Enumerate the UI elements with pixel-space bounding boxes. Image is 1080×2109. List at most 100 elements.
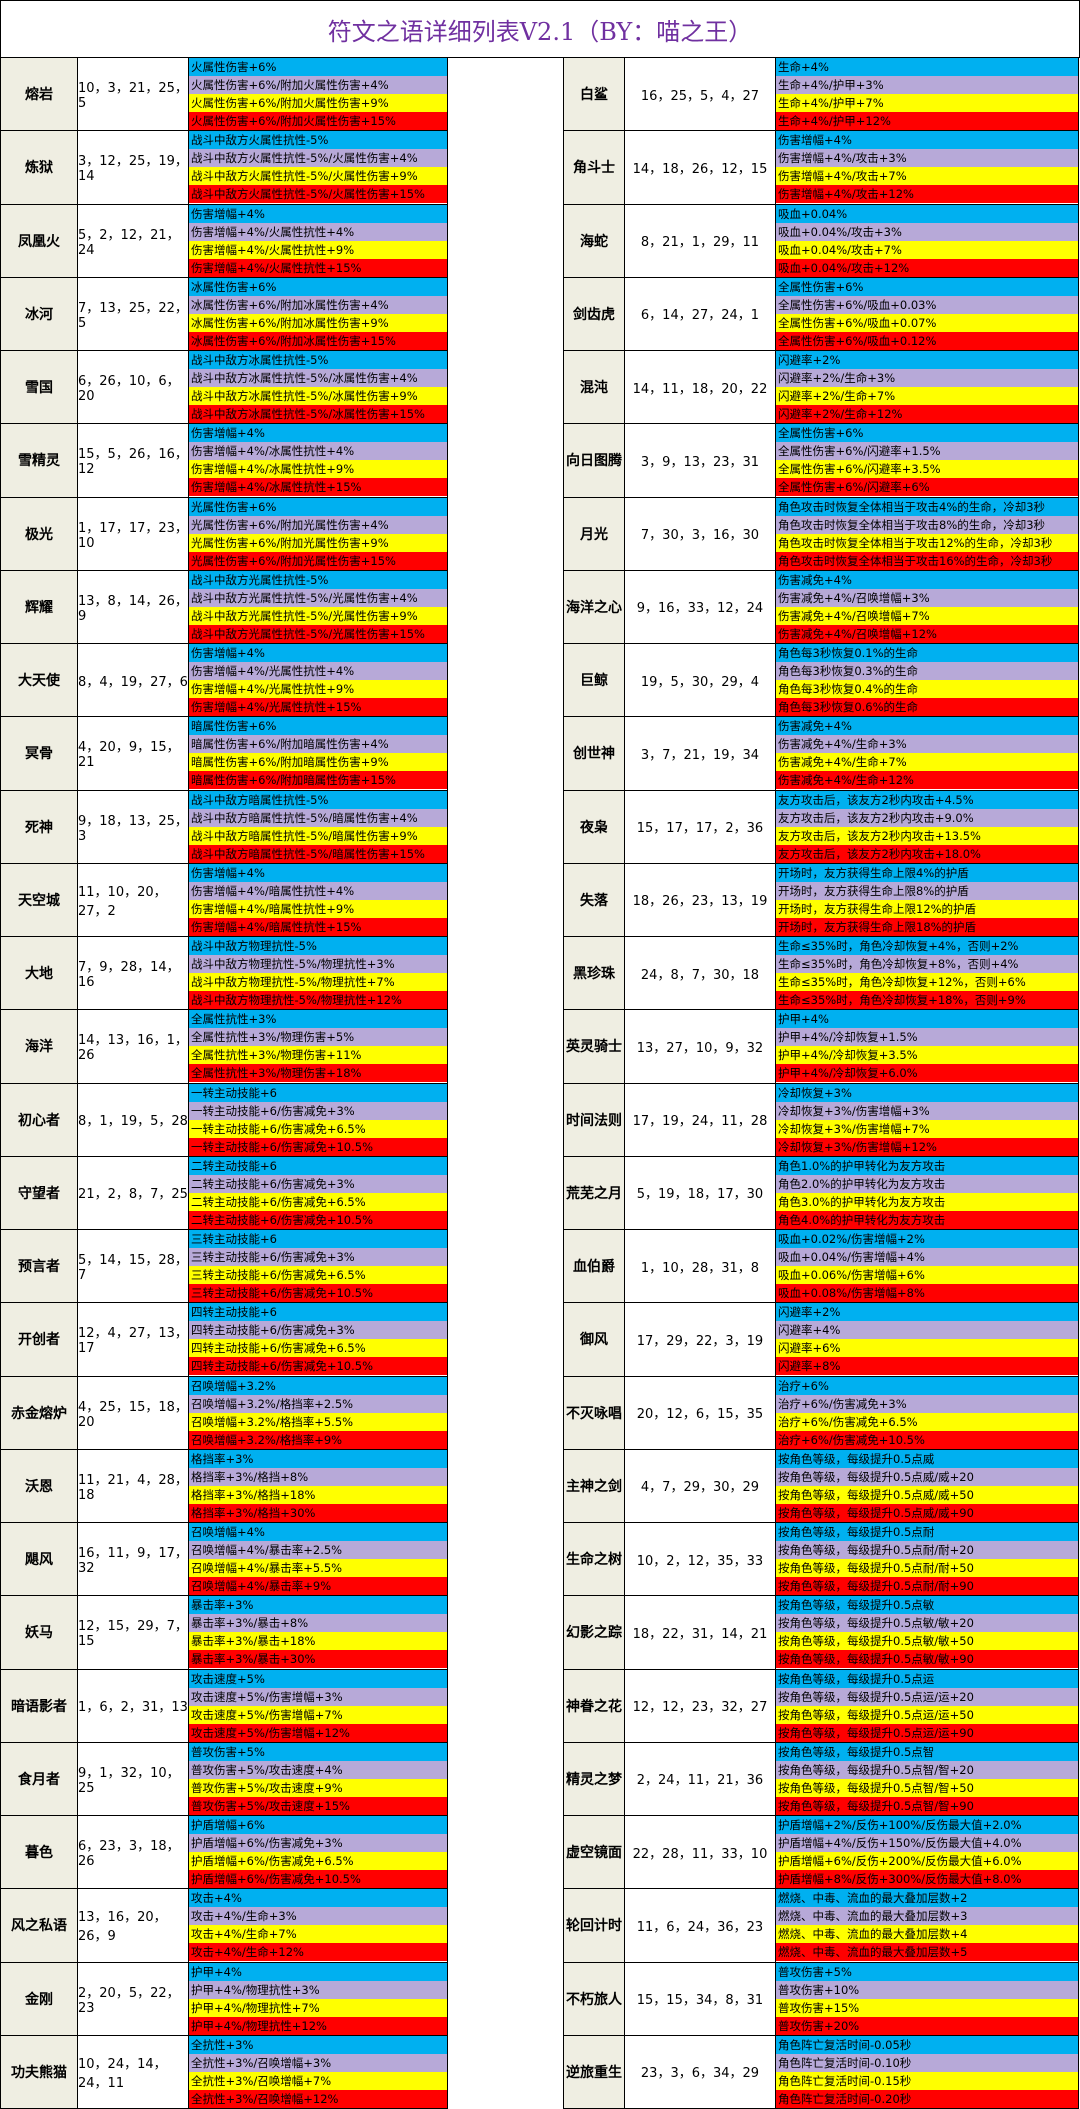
effect-line: 伤害增幅+4%/冰属性抗性+15% — [189, 478, 447, 497]
effect-line: 吸血+0.08%/伤害增幅+8% — [776, 1284, 1078, 1302]
rune-name: 海蛇 — [563, 203, 625, 278]
effect-line: 一转主动技能+6/伤害减免+10.5% — [189, 1137, 447, 1156]
effect-line: 冰属性伤害+6% — [189, 277, 447, 296]
rune-name: 熔岩 — [0, 57, 78, 132]
effect-line: 攻击+4%/生命+12% — [189, 1943, 447, 1962]
effect-line: 吸血+0.06%/伤害增幅+6% — [776, 1266, 1078, 1284]
effect-line: 暗属性伤害+6% — [189, 717, 447, 736]
rune-effects: 生命+4% 生命+4%/护甲+3% 生命+4%/护甲+7% 生命+4%/护甲+12% — [775, 57, 1079, 132]
rune-name: 炼狱 — [0, 130, 78, 205]
effect-line: 护甲+4%/物理抗性+3% — [189, 1980, 447, 1999]
effect-line: 角色每3秒恢复0.3%的生命 — [776, 662, 1078, 680]
effect-line: 吸血+0.02%/伤害增幅+2% — [776, 1230, 1078, 1248]
rune-effects: 火属性伤害+6% 火属性伤害+6%/附加火属性伤害+4% 火属性伤害+6%/附加火属… — [188, 57, 448, 132]
rune-effects: 护甲+4% 护甲+4%/冷却恢复+1.5% 护甲+4%/冷却恢复+3.5% 护甲+4%… — [775, 1009, 1079, 1084]
effect-line: 按角色等级，每级提升0.5点运/运+90 — [776, 1723, 1078, 1742]
effect-line: 闪避率+8% — [776, 1357, 1078, 1376]
rune-numbers: 13，16，20，26，9 — [77, 1888, 189, 1963]
effect-line: 伤害增幅+4% — [776, 131, 1078, 150]
effect-line: 伤害增幅+4%/光属性抗性+4% — [189, 662, 447, 680]
rune-numbers: 2，20，5，22，23 — [77, 1961, 189, 2036]
effect-line: 全抗性+3% — [189, 2035, 447, 2054]
effect-line: 攻击速度+5%/伤害增幅+7% — [189, 1705, 447, 1724]
effect-line: 角色3.0%的护甲转化为友方攻击 — [776, 1192, 1078, 1211]
effect-line: 闪避率+6% — [776, 1339, 1078, 1358]
effect-line: 角色每3秒恢复0.6%的生命 — [776, 698, 1078, 716]
rune-effects: 按角色等级，每级提升0.5点运 按角色等级，每级提升0.5点运/运+20 按角色等级… — [775, 1668, 1079, 1743]
rune-name: 虚空镜面 — [563, 1815, 625, 1890]
effect-line: 战斗中敌方物理抗性-5%/物理抗性+7% — [189, 973, 447, 991]
rune-name: 守望者 — [0, 1155, 78, 1230]
rune-name: 食月者 — [0, 1741, 78, 1816]
rune-effects: 护盾增幅+2%/反伤+100%/反伤最大值+2.0% 护盾增幅+4%/反伤+150… — [775, 1815, 1079, 1890]
effect-line: 按角色等级，每级提升0.5点敏/敏+20 — [776, 1614, 1078, 1633]
effect-line: 冰属性伤害+6%/附加冰属性伤害+4% — [189, 295, 447, 314]
effect-line: 按角色等级，每级提升0.5点运/运+50 — [776, 1705, 1078, 1724]
rune-effects: 友方攻击后，该友方2秒内攻击+4.5% 友方攻击后，该友方2秒内攻击+9.0% 友方… — [775, 789, 1079, 864]
effect-line: 护盾增幅+6%/伤害减免+3% — [189, 1834, 447, 1852]
rune-name: 雪国 — [0, 350, 78, 425]
effect-line: 治疗+6%/伤害减免+6.5% — [776, 1412, 1078, 1431]
rune-name: 夜枭 — [563, 789, 625, 864]
effect-line: 伤害增幅+4% — [189, 424, 447, 443]
rune-name: 剑齿虎 — [563, 276, 625, 351]
effect-line: 全属性伤害+6%/吸血+0.03% — [776, 295, 1078, 314]
rune-name: 海洋 — [0, 1009, 78, 1084]
effect-line: 吸血+0.04%/伤害增幅+4% — [776, 1248, 1078, 1266]
rune-numbers: 16，25，5，4，27 — [624, 57, 776, 132]
effect-line: 友方攻击后，该友方2秒内攻击+9.0% — [776, 808, 1078, 827]
effect-line: 暴击率+3%/暴击+18% — [189, 1632, 447, 1651]
rune-numbers: 19，5，30，29，4 — [624, 643, 776, 718]
effect-line: 按角色等级，每级提升0.5点敏/敏+50 — [776, 1632, 1078, 1651]
effect-line: 战斗中敌方光属性抗性-5%/光属性伤害+15% — [189, 624, 447, 643]
effect-line: 格挡率+3%/格挡+18% — [189, 1485, 447, 1504]
rune-numbers: 21，2，8，7，25 — [77, 1155, 189, 1230]
rune-name: 海洋之心 — [563, 569, 625, 644]
rune-name: 幻影之踪 — [563, 1595, 625, 1670]
effect-line: 角色攻击时恢复全体相当于攻击8%的生命，冷却3秒 — [776, 515, 1078, 534]
effect-line: 角色1.0%的护甲转化为友方攻击 — [776, 1156, 1078, 1175]
rune-effects: 伤害增幅+4% 伤害增幅+4%/冰属性抗性+4% 伤害增幅+4%/冰属性抗性+9% 伤… — [188, 423, 448, 498]
rune-name: 功夫熊猫 — [0, 2034, 78, 2109]
effect-line: 伤害增幅+4% — [189, 644, 447, 662]
effect-line: 伤害增幅+4% — [189, 204, 447, 223]
rune-numbers: 14，11，18，20，22 — [624, 350, 776, 425]
rune-effects: 冷却恢复+3% 冷却恢复+3%/伤害增幅+3% 冷却恢复+3%/伤害增幅+7% 冷却恢… — [775, 1082, 1079, 1157]
effect-line: 全抗性+3%/召唤增幅+12% — [189, 2089, 447, 2108]
effect-line: 一转主动技能+6/伤害减免+3% — [189, 1101, 447, 1120]
rune-effects: 战斗中敌方火属性抗性-5% 战斗中敌方火属性抗性-5%/火属性伤害+4% 战斗中敌方… — [188, 130, 448, 205]
effect-line: 伤害减免+4%/生命+3% — [776, 735, 1078, 754]
effect-line: 火属性伤害+6%/附加火属性伤害+4% — [189, 76, 447, 94]
effect-line: 伤害增幅+4%/暗属性抗性+15% — [189, 917, 447, 936]
rune-name: 御风 — [563, 1302, 625, 1377]
effect-line: 按角色等级，每级提升0.5点运/运+20 — [776, 1687, 1078, 1706]
effect-line: 一转主动技能+6 — [189, 1083, 447, 1102]
effect-line: 格挡率+3%/格挡+8% — [189, 1467, 447, 1486]
rune-numbers: 2，24，11，21，36 — [624, 1741, 776, 1816]
rune-effects: 伤害减免+4% 伤害减免+4%/生命+3% 伤害减免+4%/生命+7% 伤害减免+4%… — [775, 716, 1079, 791]
rune-numbers: 17，29，22，3，19 — [624, 1302, 776, 1377]
effect-line: 四转主动技能+6/伤害减免+6.5% — [189, 1339, 447, 1358]
effect-line: 火属性伤害+6%/附加火属性伤害+15% — [189, 112, 447, 130]
effect-line: 护甲+4%/物理抗性+12% — [189, 2016, 447, 2035]
effect-line: 全属性伤害+6% — [776, 277, 1078, 296]
effect-line: 角色攻击时恢复全体相当于攻击12%的生命，冷却3秒 — [776, 533, 1078, 552]
effect-line: 角色攻击时恢复全体相当于攻击16%的生命，冷却3秒 — [776, 551, 1078, 570]
rune-effects: 普攻伤害+5% 普攻伤害+10% 普攻伤害+15% 普攻伤害+20% — [775, 1961, 1079, 2036]
effect-line: 伤害增幅+4%/光属性抗性+9% — [189, 680, 447, 698]
effect-line: 全属性抗性+3%/物理伤害+11% — [189, 1046, 447, 1065]
effect-line: 生命+4%/护甲+12% — [776, 112, 1078, 130]
effect-line: 战斗中敌方冰属性抗性-5%/冰属性伤害+4% — [189, 369, 447, 387]
rune-effects: 格挡率+3% 格挡率+3%/格挡+8% 格挡率+3%/格挡+18% 格挡率+3%/格挡… — [188, 1448, 448, 1523]
effect-line: 召唤增幅+4% — [189, 1523, 447, 1541]
rune-effects: 光属性伤害+6% 光属性伤害+6%/附加光属性伤害+4% 光属性伤害+6%/附加光属… — [188, 496, 448, 571]
effect-line: 全属性伤害+6%/吸血+0.12% — [776, 331, 1078, 350]
effect-line: 全抗性+3%/召唤增幅+7% — [189, 2071, 447, 2090]
effect-line: 按角色等级，每级提升0.5点运 — [776, 1669, 1078, 1688]
effect-line: 战斗中敌方物理抗性-5%/物理抗性+3% — [189, 955, 447, 973]
effect-line: 按角色等级，每级提升0.5点敏/敏+90 — [776, 1650, 1078, 1669]
rune-numbers: 11，21，4，28，18 — [77, 1448, 189, 1523]
effect-line: 角色阵亡复活时间-0.20秒 — [776, 2089, 1078, 2108]
effect-line: 召唤增幅+4%/暴击率+5.5% — [189, 1559, 447, 1577]
effect-line: 燃烧、中毒、流血的最大叠加层数+4 — [776, 1925, 1078, 1944]
